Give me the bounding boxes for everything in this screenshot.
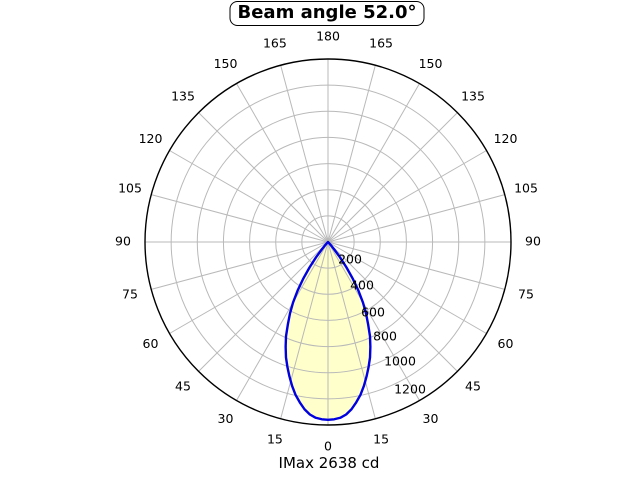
r-tick-label: 800 [373, 329, 397, 344]
angle-gridline [327, 150, 487, 243]
polar-outline [144, 58, 512, 426]
angle-tick-label: 165 [263, 36, 287, 51]
angle-gridline [280, 241, 329, 419]
angle-tick-label: 15 [373, 432, 389, 447]
angle-gridline [151, 241, 329, 290]
angle-tick-label: 75 [518, 287, 534, 302]
chart-title: Beam angle 52.0° [229, 1, 425, 26]
angle-gridline [327, 241, 487, 334]
r-tick-label: 1200 [394, 382, 426, 397]
angle-tick-label: 45 [175, 379, 191, 394]
angle-gridline [169, 241, 329, 334]
angle-tick-label: 120 [494, 131, 518, 146]
angle-tick-label: 120 [139, 131, 163, 146]
r-tick-label: 600 [361, 305, 385, 320]
angle-tick-label: 30 [218, 411, 234, 426]
angle-tick-label: 150 [419, 56, 443, 71]
angle-tick-label: 165 [369, 36, 393, 51]
angle-tick-label: 105 [514, 180, 538, 195]
angle-gridline [198, 112, 329, 243]
angle-gridline [327, 83, 420, 243]
angle-gridline [327, 241, 420, 401]
angle-tick-label: 135 [461, 89, 485, 104]
angle-gridline [236, 241, 329, 401]
angle-gridline [236, 83, 329, 243]
angle-gridline [280, 65, 329, 243]
angle-tick-label: 0 [324, 439, 332, 454]
angle-tick-label: 30 [423, 411, 439, 426]
angle-gridline [151, 194, 329, 243]
angle-tick-label: 45 [465, 379, 481, 394]
angle-gridline [327, 112, 458, 243]
beam-lobe-curve [284, 240, 372, 421]
angle-tick-label: 150 [214, 56, 238, 71]
angle-gridline [327, 65, 376, 243]
angle-gridline [327, 194, 505, 243]
angle-gridline [169, 150, 329, 243]
angle-tick-label: 90 [525, 234, 541, 249]
angle-gridline [327, 241, 458, 372]
angle-gridline [198, 241, 329, 372]
angle-tick-label: 60 [143, 336, 159, 351]
angle-tick-label: 105 [118, 180, 142, 195]
angle-gridline [327, 241, 505, 290]
angle-tick-label: 180 [316, 29, 340, 44]
angle-tick-label: 135 [171, 89, 195, 104]
angle-tick-label: 75 [122, 287, 138, 302]
r-tick-label: 200 [338, 252, 362, 267]
r-tick-label: 1000 [384, 354, 416, 369]
angle-tick-label: 90 [115, 234, 131, 249]
angle-gridline [327, 241, 376, 419]
angle-tick-label: 60 [498, 336, 514, 351]
r-tick-label: 400 [350, 278, 374, 293]
imax-label: IMax 2638 cd [278, 454, 380, 472]
angle-tick-label: 15 [267, 432, 283, 447]
